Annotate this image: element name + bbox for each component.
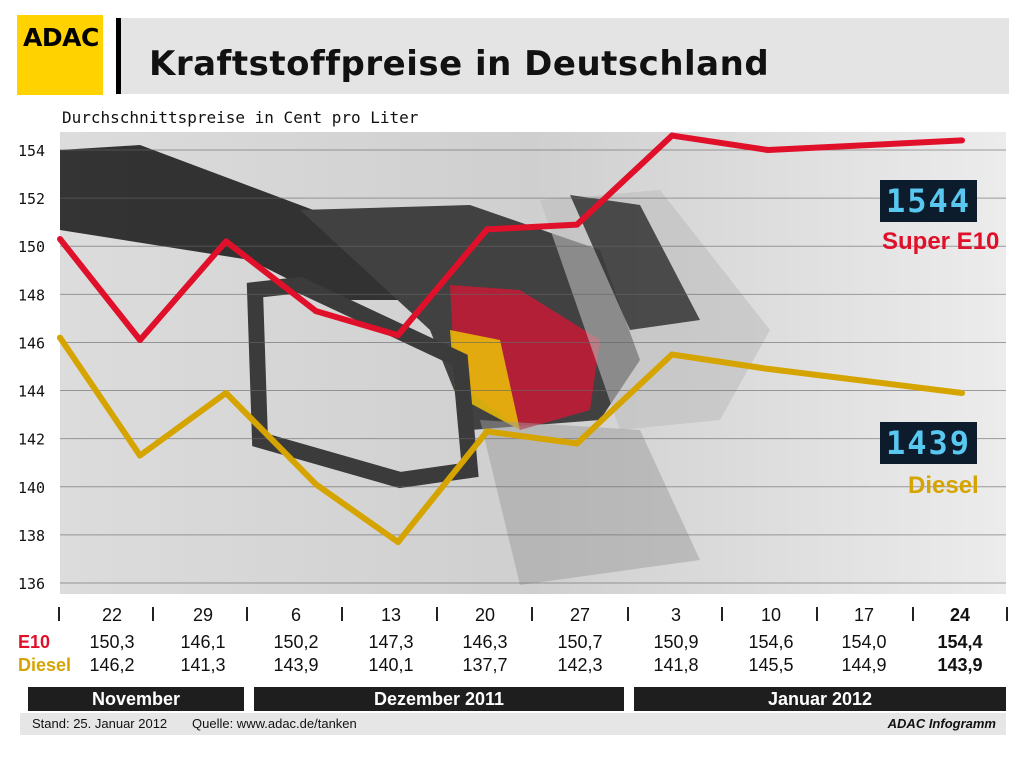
series-line-e10 — [57, 132, 963, 344]
column-separator — [627, 607, 629, 621]
data-point-diesel — [223, 389, 229, 396]
diesel-value-cell: 142,3 — [557, 655, 603, 675]
diesel-row-label: Diesel — [18, 655, 72, 675]
column-separator — [341, 607, 343, 621]
e10-value-cell: 150,2 — [273, 632, 319, 652]
x-tick-label: 13 — [380, 605, 402, 625]
data-point-e10 — [959, 137, 965, 144]
diesel-value-cell: 146,2 — [89, 655, 135, 675]
data-point-e10 — [57, 236, 63, 243]
column-separator — [912, 607, 914, 621]
y-tick-label: 144 — [18, 383, 45, 401]
diesel-value-cell: 137,7 — [462, 655, 508, 675]
data-point-e10 — [669, 132, 675, 139]
month-november: November — [28, 687, 244, 711]
y-tick-label: 136 — [18, 575, 45, 593]
diesel-value-cell: 143,9 — [937, 655, 983, 675]
diesel-current-display: 1439 — [880, 422, 978, 464]
y-tick-label: 150 — [18, 238, 45, 256]
data-point-e10 — [765, 147, 771, 153]
diesel-value-cell: 143,9 — [273, 655, 319, 675]
diesel-value-cell: 144,9 — [841, 655, 887, 675]
column-separator — [436, 607, 438, 621]
data-point-e10 — [574, 221, 580, 228]
y-tick-label: 140 — [18, 479, 45, 497]
data-point-e10 — [137, 337, 143, 344]
chart-subtitle: Durchschnittspreise in Cent pro Liter — [62, 108, 419, 127]
data-point-diesel — [669, 351, 675, 358]
diesel-value-cell: 140,1 — [368, 655, 414, 675]
adac-logo: ADAC — [17, 15, 103, 95]
column-separator — [152, 607, 154, 621]
e10-value-cell: 146,1 — [180, 632, 226, 652]
x-tick-label: 22 — [101, 605, 123, 625]
column-separator — [531, 607, 533, 621]
x-tick-label: 20 — [474, 605, 496, 625]
x-tick-label: 10 — [760, 605, 782, 625]
column-separator — [816, 607, 818, 621]
diesel-series-label: Diesel — [908, 472, 979, 499]
e10-series-label: Super E10 — [882, 228, 1000, 255]
e10-value-cell: 154,4 — [937, 632, 983, 652]
e10-value-cell: 154,6 — [748, 632, 794, 652]
x-tick-label: 17 — [853, 605, 875, 625]
data-point-diesel — [57, 334, 63, 341]
fuel-nozzle-illustration — [60, 145, 770, 585]
y-tick-label: 142 — [18, 431, 45, 449]
footer: Stand: 25. Januar 2012 Quelle: www.adac.… — [20, 713, 1006, 735]
diesel-value-cell: 141,8 — [653, 655, 699, 675]
e10-row-label: E10 — [18, 632, 51, 652]
month-dezember: Dezember 2011 — [254, 687, 624, 711]
y-tick-label: 146 — [18, 334, 45, 352]
x-tick-label: 24 — [949, 605, 971, 625]
y-tick-label: 148 — [18, 286, 45, 304]
data-point-diesel — [137, 452, 143, 459]
y-tick-label: 154 — [18, 142, 45, 160]
e10-value-cell: 150,9 — [653, 632, 699, 652]
page-title: Kraftstoffpreise in Deutschland — [149, 44, 770, 84]
x-tick-label: 3 — [670, 605, 681, 625]
series-line-diesel — [57, 335, 963, 546]
e10-value-cell: 146,3 — [462, 632, 508, 652]
month-januar: Januar 2012 — [634, 687, 1006, 711]
logo-text: ADAC — [23, 23, 99, 52]
e10-value-cell: 150,7 — [557, 632, 603, 652]
column-separator — [246, 607, 248, 621]
y-tick-label: 152 — [18, 190, 45, 208]
diesel-value-cell: 141,3 — [180, 655, 226, 675]
x-tick-label: 6 — [290, 605, 301, 625]
e10-value-cell: 147,3 — [368, 632, 414, 652]
data-point-e10 — [395, 332, 401, 339]
e10-value-cell: 154,0 — [841, 632, 887, 652]
column-separator — [1006, 607, 1008, 621]
data-point-e10 — [313, 308, 319, 315]
title-bar: Kraftstoffpreise in Deutschland — [116, 18, 1009, 94]
column-separator — [721, 607, 723, 621]
data-point-diesel — [765, 365, 771, 372]
footer-stand: Stand: 25. Januar 2012 — [32, 716, 168, 731]
footer-source: Quelle: www.adac.de/tanken — [192, 716, 357, 731]
column-separator — [58, 607, 60, 621]
e10-value-cell: 150,3 — [89, 632, 135, 652]
x-tick-label: 27 — [569, 605, 591, 625]
data-point-e10 — [223, 238, 229, 245]
data-point-diesel — [313, 481, 319, 488]
data-point-diesel — [574, 440, 580, 447]
data-point-diesel — [959, 389, 965, 396]
footer-brand: ADAC Infogramm — [887, 716, 996, 731]
y-tick-label: 138 — [18, 527, 45, 545]
diesel-value-cell: 145,5 — [748, 655, 794, 675]
e10-current-display: 1544 — [880, 180, 978, 222]
data-point-diesel — [484, 428, 490, 435]
data-point-e10 — [484, 226, 490, 233]
x-tick-label: 29 — [192, 605, 214, 625]
data-point-diesel — [395, 539, 401, 546]
